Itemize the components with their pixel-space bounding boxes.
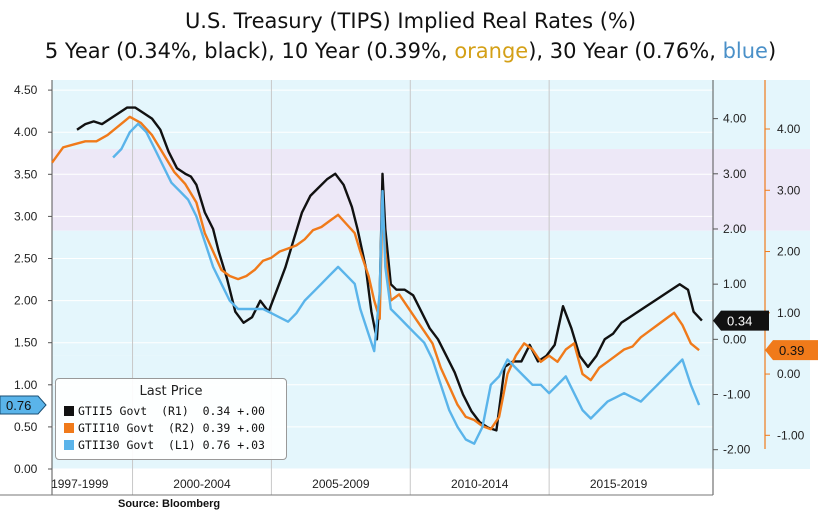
right1-tick-label: 3.00 [723,167,747,181]
x-tick-label: 2010-2014 [451,477,509,491]
series-line-30yr [112,122,701,445]
title-block: U.S. Treasury (TIPS) Implied Real Rates … [0,6,821,66]
left-tick-label: 2.50 [14,252,38,266]
right2-tick-label: 1.00 [777,306,801,320]
legend-item-10yr: GTII10 Govt (R2) 0.39 +.00 [64,421,265,437]
left-tick-label: 2.00 [14,294,38,308]
subtitle-part-2: ), 30 Year (0.76%, [528,39,723,63]
chart-subtitle: 5 Year (0.34%, black), 10 Year (0.39%, o… [0,36,821,66]
background-band [52,80,713,91]
right1-tick-label: 1.00 [723,277,747,291]
left-tick-label: 0.50 [14,420,38,434]
legend-swatch-30yr [64,440,74,450]
legend-swatch-10yr [64,423,74,433]
left-tick-label: 4.50 [14,83,38,97]
legend-title: Last Price [139,384,203,399]
legend-item-30yr: GTII30 Govt (L1) 0.76 +.03 [64,438,265,454]
subtitle-part-1: 5 Year (0.34%, black), 10 Year (0.39%, [44,39,455,63]
legend-label-10yr: GTII10 Govt (R2) 0.39 +.00 [78,421,265,435]
background-band [52,90,713,150]
left-tick-label: 0.00 [14,462,38,476]
legend-label-5yr: GTII5 Govt (R1) 0.34 +.00 [78,404,265,418]
right1-tick-label: -2.00 [723,443,751,457]
x-tick-label: 1997-1999 [51,477,109,491]
series-line-5yr [76,106,703,432]
left-tick-label: 1.50 [14,336,38,350]
right2-tick-label: 0.00 [777,367,801,381]
right2-tick-label: 3.00 [777,183,801,197]
right1-tick-label: 0.00 [723,332,747,346]
legend-swatch-5yr [64,406,74,416]
right2-last-value-tag [765,340,818,361]
legend-box: Last Price GTII5 Govt (R1) 0.34 +.00 GTI… [55,378,287,460]
x-tick-label: 2005-2009 [312,477,370,491]
source-note: Source: Bloomberg [118,498,221,510]
left-tick-label: 3.50 [14,167,38,181]
legend-label-30yr: GTII30 Govt (L1) 0.76 +.03 [78,438,265,452]
chart-title: U.S. Treasury (TIPS) Implied Real Rates … [184,9,637,33]
right1-tick-label: 2.00 [723,222,747,236]
subtitle-orange-word: orange [454,39,529,63]
right1-tick-label: -1.00 [723,388,751,402]
right2-tick-label: 2.00 [777,245,801,259]
right2-tick-label: -1.00 [777,428,805,442]
right2-last-value-label: 0.39 [779,343,804,358]
left-last-value-tag [0,395,47,415]
x-tick-label: 2000-2004 [173,477,231,491]
background-band [713,149,810,231]
subtitle-part-3: ) [767,39,777,63]
left-tick-label: 1.00 [14,378,38,392]
left-tick-label: 4.00 [14,125,38,139]
legend-item-5yr: GTII5 Govt (R1) 0.34 +.00 [64,404,265,420]
background-band [713,80,810,150]
right1-last-value-label: 0.34 [727,314,752,329]
x-tick-label: 2015-2019 [590,477,648,491]
left-tick-label: 3.00 [14,209,38,223]
right1-last-value-tag [713,310,769,331]
right2-tick-label: 4.00 [777,122,801,136]
left-last-value-label: 0.76 [6,398,31,413]
right1-tick-label: 4.00 [723,112,747,126]
subtitle-blue-word: blue [722,39,768,63]
